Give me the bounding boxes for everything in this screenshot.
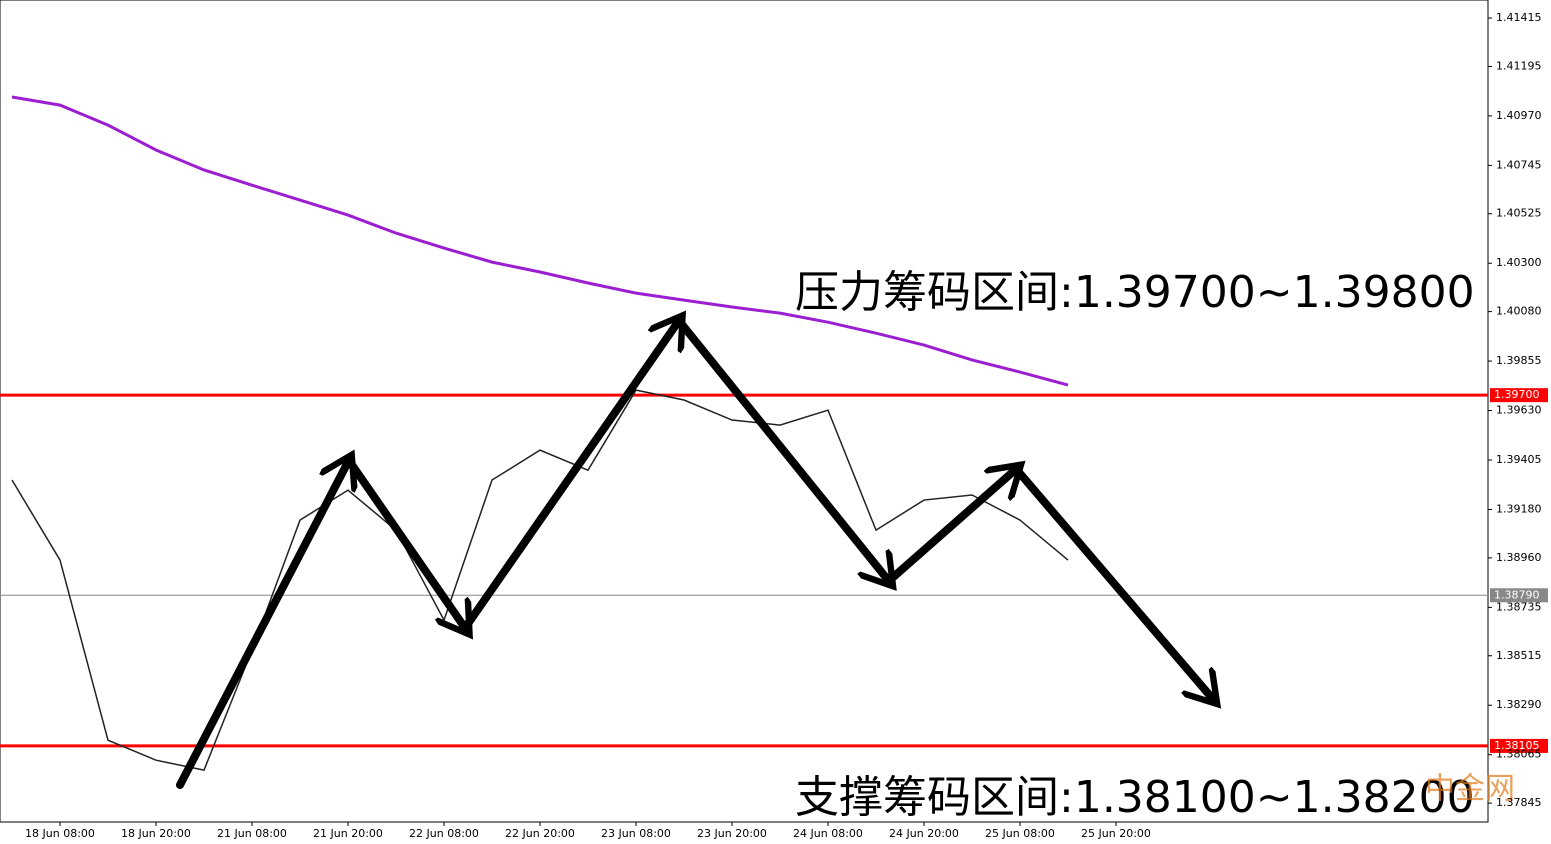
y-tick-label: 1.40745 xyxy=(1496,158,1542,171)
x-tick-label: 23 Jun 08:00 xyxy=(601,827,671,840)
y-tick-label: 1.40080 xyxy=(1496,305,1542,318)
level-tag xyxy=(1490,738,1548,753)
trend-arrows xyxy=(176,322,1212,789)
y-tick-label: 1.39855 xyxy=(1496,354,1542,367)
y-tick-label: 1.38065 xyxy=(1496,748,1542,761)
plot-frame xyxy=(0,0,1489,823)
level-tag xyxy=(1490,388,1548,403)
x-tick-label: 18 Jun 20:00 xyxy=(121,827,191,840)
level-label: 1.38105 xyxy=(1494,739,1540,752)
level-label: 1.39700 xyxy=(1494,388,1540,401)
x-tick-label: 25 Jun 20:00 xyxy=(1081,827,1151,840)
y-tick-label: 1.40970 xyxy=(1496,109,1542,122)
y-tick-label: 1.38515 xyxy=(1496,649,1542,662)
y-tick-label: 1.40525 xyxy=(1496,207,1542,220)
watermark: 中金网 xyxy=(1425,772,1515,807)
level-tag xyxy=(1490,588,1548,603)
resistance-note: 压力筹码区间:1.39700~1.39800 xyxy=(795,267,1475,318)
y-tick-label: 1.38290 xyxy=(1496,698,1542,711)
series-line xyxy=(11,95,1069,387)
y-tick-label: 1.40300 xyxy=(1496,256,1542,269)
x-tick-label: 23 Jun 20:00 xyxy=(697,827,767,840)
y-tick-label: 1.38960 xyxy=(1496,551,1542,564)
y-tick-label: 1.38735 xyxy=(1496,600,1542,613)
level-label: 1.38790 xyxy=(1494,588,1540,601)
x-tick-label: 22 Jun 20:00 xyxy=(505,827,575,840)
x-tick-label: 21 Jun 20:00 xyxy=(313,827,383,840)
x-tick-label: 24 Jun 20:00 xyxy=(889,827,959,840)
x-tick-label: 25 Jun 08:00 xyxy=(985,827,1055,840)
x-tick-label: 21 Jun 08:00 xyxy=(217,827,287,840)
y-tick-label: 1.41195 xyxy=(1496,59,1542,72)
x-tick-label: 24 Jun 08:00 xyxy=(793,827,863,840)
support-note: 支撑筹码区间:1.38100~1.38200 xyxy=(795,772,1475,823)
y-tick-label: 1.41415 xyxy=(1496,11,1542,24)
x-tick-label: 18 Jun 08:00 xyxy=(25,827,95,840)
y-tick-label: 1.39405 xyxy=(1496,453,1542,466)
x-tick-label: 22 Jun 08:00 xyxy=(409,827,479,840)
y-tick-label: 1.37845 xyxy=(1496,796,1542,809)
y-tick-label: 1.39630 xyxy=(1496,404,1542,417)
y-tick-label: 1.39180 xyxy=(1496,503,1542,516)
